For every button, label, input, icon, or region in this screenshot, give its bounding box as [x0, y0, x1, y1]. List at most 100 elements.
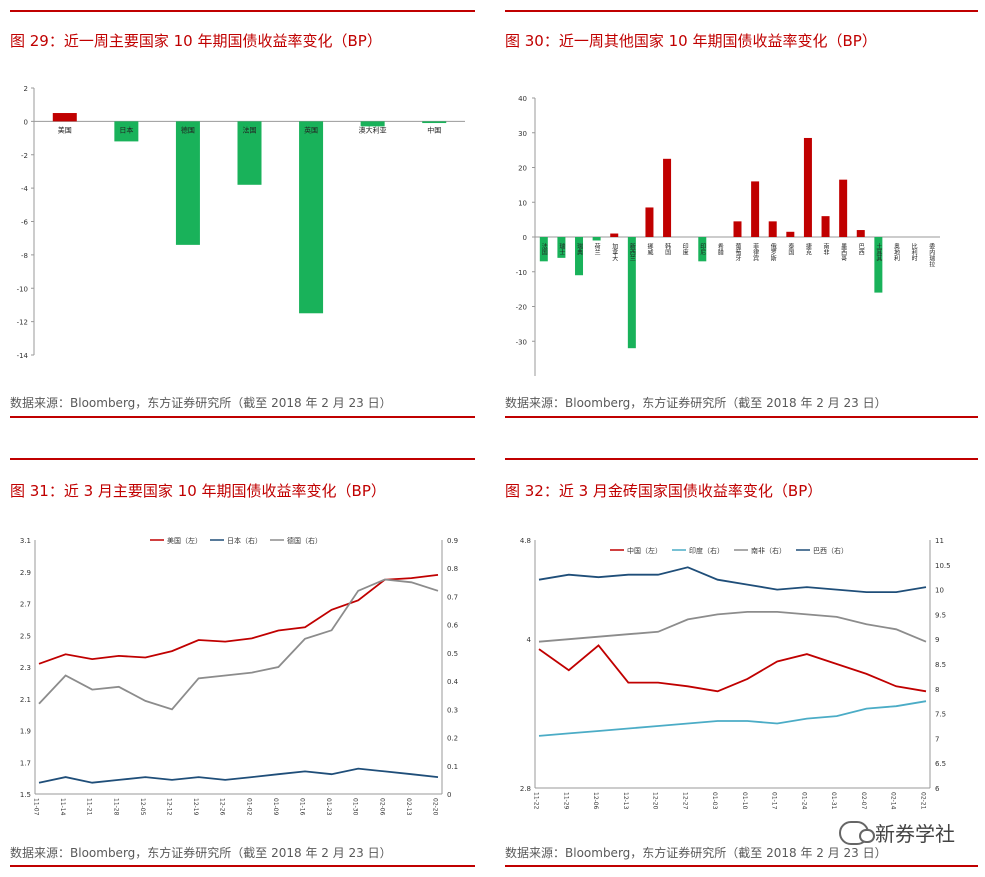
x-tick-label: 01-10 [741, 792, 748, 810]
x-tick-label: 01-31 [830, 792, 837, 810]
category-label: 菲律宾 [752, 242, 759, 262]
x-tick-label: 02-07 [860, 792, 867, 810]
watermark-text: 新券学社 [875, 822, 955, 846]
x-tick-label: 12-26 [219, 798, 226, 816]
right-tick-label: 7.5 [935, 711, 946, 719]
y-tick-label: -14 [17, 352, 29, 360]
data-source: 数据来源：Bloomberg，东方证券研究所（截至 2018 年 2 月 23 … [505, 396, 887, 410]
panel-32: 图 32：近 3 月金砖国家国债收益率变化（BP） 4.8 4 2.8 11 10.5 1… [505, 450, 978, 870]
left-tick-label: 2.9 [20, 569, 31, 577]
category-label: 希腊 [716, 242, 723, 256]
series-line [538, 611, 927, 643]
x-tick-label: 01-30 [352, 798, 359, 816]
x-tick-label: 11-22 [533, 792, 540, 810]
category-label: 泰国 [787, 242, 794, 256]
left-tick-label: 3.1 [20, 537, 31, 545]
bar [539, 237, 548, 262]
bar [821, 216, 830, 237]
left-tick-label: 1.9 [20, 728, 31, 736]
y-tick-label: -4 [21, 185, 29, 193]
bottom-rule [10, 865, 475, 867]
data-source: 数据来源：Bloomberg，东方证券研究所（截至 2018 年 2 月 23 … [10, 396, 392, 410]
category-label: 澳大利亚 [359, 125, 387, 134]
bottom-rule [505, 416, 978, 418]
series-line [38, 574, 439, 665]
bar [422, 121, 447, 124]
category-label: 加拿大 [611, 242, 618, 262]
panel-30: 图 30：近一周其他国家 10 年期国债收益率变化（BP） 40 30 20 10 0 -… [505, 0, 978, 420]
right-tick-label: 0.5 [447, 650, 458, 658]
series-line [38, 767, 439, 784]
x-tick-label: 01-24 [800, 792, 807, 810]
y-tick-label: -12 [17, 319, 28, 327]
series-line [538, 700, 927, 737]
y-tick-label: -2 [21, 152, 28, 160]
chart-title: 图 29：近一周主要国家 10 年期国债收益率变化（BP） [10, 32, 382, 50]
x-tick-label: 12-13 [622, 792, 629, 810]
right-tick-label: 0.1 [447, 763, 458, 771]
bar [645, 207, 654, 237]
x-tick-label: 01-09 [272, 798, 279, 816]
chart-title: 图 31：近 3 月主要国家 10 年期国债收益率变化（BP） [10, 482, 386, 500]
left-tick-label: 2.1 [20, 696, 31, 704]
bar [610, 233, 619, 237]
category-label: 荷兰 [593, 242, 600, 255]
left-tick-label: 2.3 [20, 664, 31, 672]
y-tick-label: -10 [17, 285, 28, 293]
x-tick-label: 01-03 [711, 792, 718, 810]
category-label: 英国 [304, 125, 318, 134]
category-label: 土耳其 [875, 242, 882, 262]
x-tick-label: 11-28 [112, 798, 119, 816]
data-source: 数据来源：Bloomberg，东方证券研究所（截至 2018 年 2 月 23 … [505, 846, 887, 860]
right-tick-label: 9 [935, 636, 939, 644]
category-label: 南非 [822, 242, 829, 256]
category-label: 瑞士 [558, 242, 565, 255]
right-tick-label: 0.2 [447, 735, 458, 743]
bar [114, 121, 139, 142]
bar [360, 121, 385, 127]
bar [575, 237, 584, 276]
x-tick-label: 12-12 [166, 798, 173, 816]
x-tick-label: 11-07 [33, 798, 40, 816]
category-label: 印度 [681, 243, 688, 256]
category-label: 中国 [427, 125, 441, 134]
left-tick-label: 4 [527, 636, 532, 644]
x-tick-label: 01-02 [245, 798, 252, 816]
top-rule [505, 458, 978, 460]
bar [751, 181, 760, 237]
right-tick-label: 0.3 [447, 706, 458, 714]
y-tick-label: 30 [518, 130, 527, 138]
series-line [538, 644, 927, 693]
bar [698, 237, 707, 262]
category-label: 奥地利 [892, 242, 899, 261]
y-tick-label: 2 [24, 85, 28, 93]
line-chart-32: 4.8 4 2.8 11 10.5 10 9.5 9 8.5 8 7.5 7 6.5 6 11-22 11-2… [520, 537, 951, 810]
category-label: 美国 [58, 125, 72, 134]
x-tick-label: 11-21 [86, 798, 93, 816]
right-tick-label: 0.7 [447, 593, 458, 601]
bar [592, 237, 601, 241]
right-tick-label: 0.9 [447, 537, 458, 545]
wechat-icon [839, 820, 875, 845]
y-tick-label: -10 [516, 269, 527, 277]
category-label: 墨西哥 [840, 243, 847, 262]
right-tick-label: 6.5 [935, 760, 946, 768]
bottom-rule [505, 865, 978, 867]
panel-31: 图 31：近 3 月主要国家 10 年期国债收益率变化（BP） 3.1 2.9 2.… [10, 450, 475, 870]
y-tick-label: 0 [24, 118, 28, 126]
x-tick-label: 11-29 [562, 792, 569, 810]
legend-label: 美国（左） [167, 536, 202, 545]
y-tick-label: 20 [518, 165, 527, 173]
y-tick-label: -30 [516, 338, 527, 346]
bar [627, 237, 636, 349]
bar [299, 121, 324, 314]
y-tick-label: 40 [518, 95, 527, 103]
x-tick-label: 12-05 [139, 798, 146, 816]
bar [175, 121, 200, 245]
y-tick-label: 0 [523, 234, 527, 242]
left-tick-label: 1.7 [20, 759, 31, 767]
right-tick-label: 10 [935, 587, 944, 595]
right-tick-label: 8.5 [935, 661, 946, 669]
right-tick-label: 11 [935, 537, 944, 545]
x-tick-label: 01-17 [771, 792, 778, 810]
